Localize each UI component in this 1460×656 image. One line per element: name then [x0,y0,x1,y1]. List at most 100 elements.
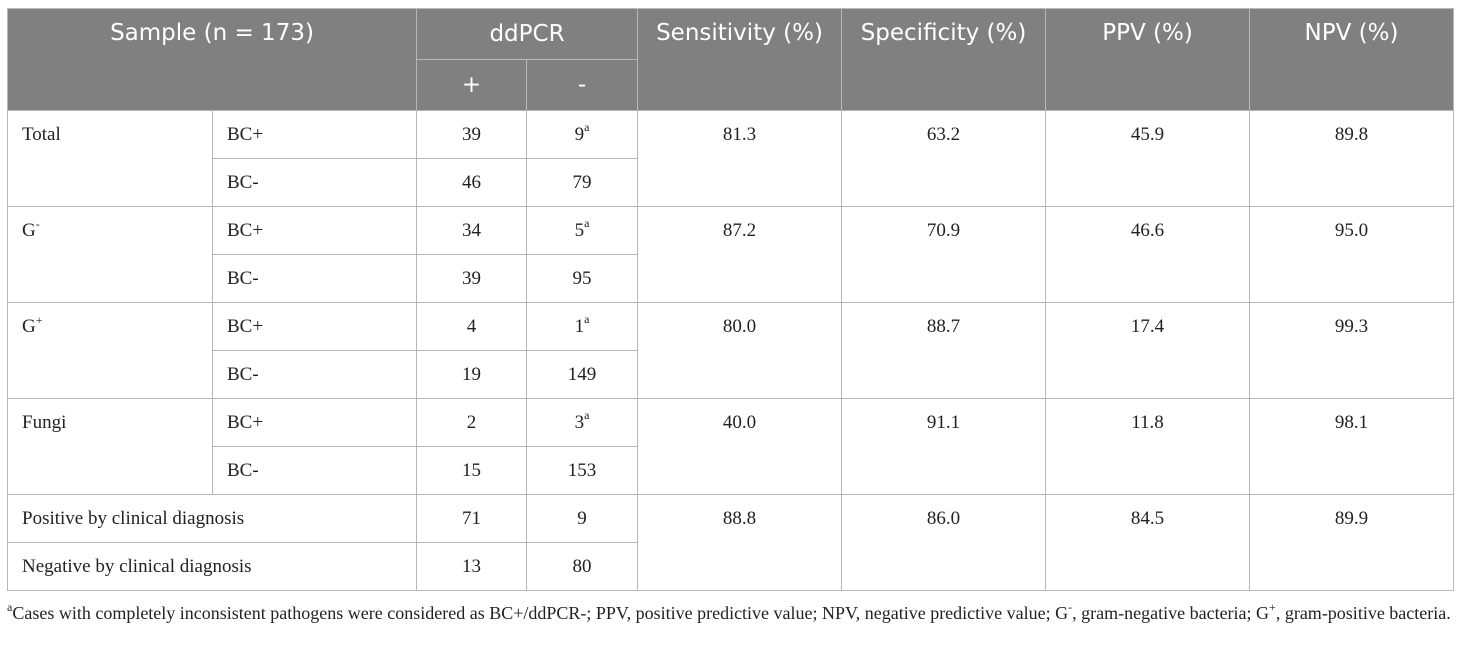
results-table: Sample (n = 173) ddPCR Sensitivity (%) S… [7,8,1455,591]
bc-status-cell: BC+ [212,110,417,159]
table-header: Sample (n = 173) ddPCR Sensitivity (%) S… [7,8,1455,111]
ppv-cell: 84.5 [1045,494,1251,591]
npv-cell: 89.8 [1249,110,1455,207]
ddpcr-positive-cell: 19 [416,350,527,399]
specificity-cell: 86.0 [841,494,1047,591]
ppv-cell: 46.6 [1045,206,1251,303]
npv-cell: 89.9 [1249,494,1455,591]
group-label-text: Fungi [22,412,67,433]
ddpcr-negative-cell: 79 [525,158,639,207]
ddpcr-positive-cell: 71 [416,494,527,543]
npv-cell: 95.0 [1249,206,1455,303]
bc-status-cell: BC- [212,158,417,207]
ddpcr-negative-cell: 5a [525,206,639,255]
group-label: G- [7,206,213,303]
sample-header: Sample (n = 173) [7,8,417,111]
ddpcr-negative-cell: 9a [525,110,639,159]
group-label-text: G [22,220,36,241]
ddpcr-negative-value: 149 [567,363,597,385]
group-label-text: G [22,316,36,337]
ppv-cell: 17.4 [1045,302,1251,399]
ddpcr-positive-cell: 39 [416,110,527,159]
footnote-ref: a [584,312,590,327]
group-label: Total [7,110,213,207]
table-footnote: aCases with completely inconsistent path… [7,601,1453,625]
clinical-diagnosis-label: Negative by clinical diagnosis [7,542,417,591]
bc-status-cell: BC- [212,254,417,303]
ddpcr-negative-value: 1 [574,315,585,337]
specificity-header: Specificity (%) [841,8,1047,111]
footnote-sup-plus: + [1269,600,1276,614]
specificity-cell: 63.2 [841,110,1047,207]
specificity-cell: 91.1 [841,398,1047,495]
ddpcr-positive-cell: 2 [416,398,527,447]
ddpcr-negative-cell: 9 [525,494,639,543]
table-row: G+ BC+ 4 1a 80.0 88.7 17.4 99.3 [7,302,1455,399]
group-label-sup: - [35,216,40,231]
npv-cell: 99.3 [1249,302,1455,399]
table-row: Positive by clinical diagnosis 71 9 88.8 86.… [7,494,1455,591]
specificity-cell: 70.9 [841,206,1047,303]
ddpcr-negative-value: 5 [574,219,585,241]
sensitivity-cell: 81.3 [637,110,843,207]
ddpcr-negative-cell: 80 [525,542,639,591]
ddpcr-positive-header: + [416,59,527,111]
table-body: Total BC+ 39 9a 81.3 63.2 45.9 89.8 BC- 46 79 G- BC+… [7,110,1455,591]
ddpcr-positive-cell: 34 [416,206,527,255]
npv-header: NPV (%) [1249,8,1455,111]
ppv-cell: 11.8 [1045,398,1251,495]
bc-status-cell: BC+ [212,302,417,351]
bc-status-cell: BC+ [212,398,417,447]
footnote-sup-minus: - [1068,600,1073,614]
ddpcr-negative-value: 3 [574,411,585,433]
group-label: Fungi [7,398,213,495]
group-label: G+ [7,302,213,399]
table-row: Total BC+ 39 9a 81.3 63.2 45.9 89.8 [7,110,1455,207]
ddpcr-positive-cell: 39 [416,254,527,303]
ddpcr-negative-value: 9 [574,123,585,145]
ddpcr-header: ddPCR [415,8,639,60]
bc-status-cell: BC+ [212,206,417,255]
table-row: BC- 39 95 [8,254,1454,303]
ppv-cell: 45.9 [1045,110,1251,207]
footnote-text-1: Cases with completely inconsistent patho… [12,603,1069,623]
ddpcr-negative-header: - [525,59,639,111]
clinical-diagnosis-label: Positive by clinical diagnosis [7,494,417,543]
specificity-cell: 88.7 [841,302,1047,399]
bc-status-cell: BC- [212,350,417,399]
ddpcr-positive-cell: 4 [416,302,527,351]
bc-status-cell: BC- [212,446,417,495]
ddpcr-positive-cell: 13 [416,542,527,591]
footnote-text-3: , gram-positive bacteria. [1275,603,1451,623]
sensitivity-cell: 40.0 [637,398,843,495]
group-label-text: Total [22,124,61,145]
sensitivity-cell: 88.8 [637,494,843,591]
ddpcr-negative-cell: 153 [525,446,639,495]
footnote-ref: a [584,120,590,135]
table-row: BC- 46 79 [8,158,1454,207]
ddpcr-negative-cell: 1a [525,302,639,351]
sensitivity-cell: 87.2 [637,206,843,303]
sensitivity-cell: 80.0 [637,302,843,399]
table-row: BC- 15 153 [8,446,1454,495]
footnote-text-2: , gram-negative bacteria; G [1072,603,1270,623]
ppv-header: PPV (%) [1045,8,1251,111]
footnote-ref: a [584,408,590,423]
ddpcr-positive-cell: 15 [416,446,527,495]
ddpcr-negative-cell: 95 [525,254,639,303]
ddpcr-negative-value: 79 [572,171,592,193]
ddpcr-positive-cell: 46 [416,158,527,207]
sensitivity-header: Sensitivity (%) [637,8,843,111]
group-label-sup: + [35,312,43,327]
ddpcr-negative-cell: 149 [525,350,639,399]
table-row: G- BC+ 34 5a 87.2 70.9 46.6 95.0 [7,206,1455,303]
table-row: BC- 19 149 [8,350,1454,399]
ddpcr-negative-value: 95 [572,267,592,289]
ddpcr-negative-cell: 3a [525,398,639,447]
table-row: Negative by clinical diagnosis 13 80 [7,542,1454,591]
footnote-marker: a [7,600,13,614]
table-row: Fungi BC+ 2 3a 40.0 91.1 11.8 98.1 [7,398,1455,495]
ddpcr-negative-value: 153 [567,459,597,481]
npv-cell: 98.1 [1249,398,1455,495]
footnote-ref: a [584,216,590,231]
